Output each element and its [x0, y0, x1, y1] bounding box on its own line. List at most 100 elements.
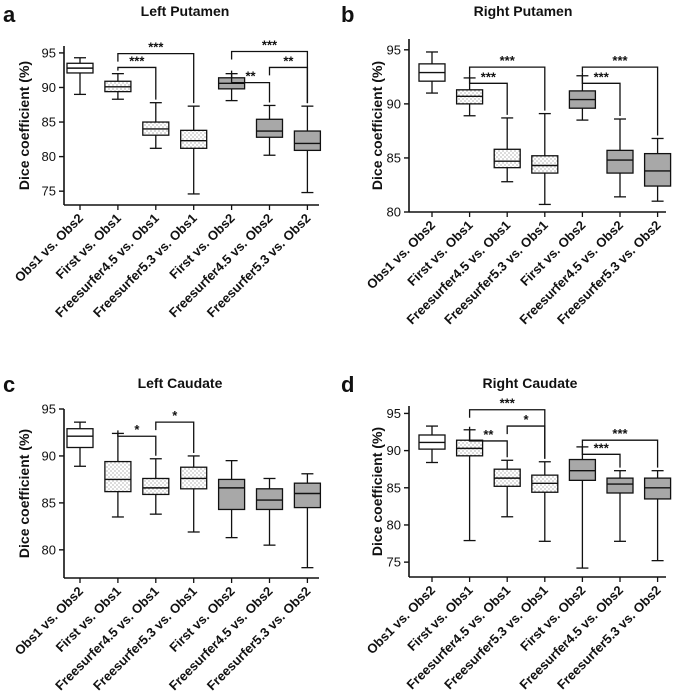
panel-letter: b — [341, 2, 354, 27]
bracket-line — [468, 426, 508, 458]
panel-letter: a — [3, 2, 16, 27]
y-tick-label: 85 — [387, 480, 401, 495]
box-iqr — [293, 482, 322, 509]
y-axis-label: Dice coefficient (%) — [16, 429, 32, 558]
bracket-line — [230, 70, 271, 103]
box-iqr — [643, 477, 672, 500]
significance-bracket: * — [155, 408, 195, 453]
box-freesurfer4-5-vs-obs2 — [606, 470, 634, 582]
box-first-vs-obs2 — [568, 75, 597, 217]
category-label: First vs. Obs2 — [166, 211, 237, 282]
chart-title: Right Putamen — [474, 3, 573, 19]
y-tick-label: 95 — [42, 402, 56, 417]
significance-label: ** — [245, 69, 256, 84]
box-iqr — [66, 428, 94, 449]
box-iqr — [255, 488, 284, 511]
box-freesurfer4-5-vs-obs2 — [255, 477, 284, 583]
category-label: First vs. Obs1 — [53, 211, 124, 282]
category-label: First vs. Obs2 — [517, 218, 588, 289]
y-tick-label: 95 — [42, 45, 56, 60]
significance-bracket: *** — [468, 69, 508, 115]
bracket-line — [468, 66, 546, 111]
significance-bracket: *** — [117, 40, 195, 104]
panel-b: b Right Putamen Dice coefficient (%)80 85 90… — [341, 2, 672, 327]
box-iqr — [531, 155, 559, 174]
y-tick-label: 95 — [387, 406, 401, 421]
significance-label: ** — [283, 53, 294, 68]
y-tick-label: 80 — [387, 517, 401, 532]
y-tick-label: 85 — [42, 115, 56, 130]
significance-label: *** — [500, 396, 516, 411]
y-tick-label: 75 — [42, 184, 56, 199]
y-tick-label: 80 — [42, 542, 56, 557]
significance-label: *** — [129, 53, 145, 68]
significance-label: * — [523, 412, 529, 427]
box-iqr — [142, 477, 170, 496]
box-iqr — [606, 149, 634, 174]
y-tick-label: 90 — [42, 448, 56, 463]
significance-label: * — [134, 422, 140, 437]
significance-label: ** — [483, 427, 494, 442]
significance-label: *** — [594, 69, 610, 84]
box-first-vs-obs2 — [217, 459, 246, 583]
significance-bracket: ** — [468, 426, 508, 458]
box-freesurfer5-3-vs-obs1 — [180, 105, 208, 210]
box-freesurfer4-5-vs-obs1 — [493, 117, 521, 217]
box-first-vs-obs1 — [455, 77, 484, 217]
category-label: First vs. Obs1 — [404, 583, 475, 654]
chart-title: Left Putamen — [141, 3, 230, 19]
chart-title: Left Caudate — [138, 375, 223, 391]
box-freesurfer5-3-vs-obs1 — [531, 461, 559, 582]
significance-label: * — [172, 408, 178, 423]
bracket-line — [155, 421, 195, 453]
significance-label: *** — [612, 426, 628, 441]
panel-a: a Left Putamen Dice coefficient (%) 75 80 85 9… — [3, 2, 322, 320]
y-axis-label: Dice coefficient (%) — [16, 61, 32, 190]
significance-label: *** — [148, 40, 164, 55]
box-freesurfer5-3-vs-obs2 — [293, 105, 322, 210]
bracket-line — [581, 439, 659, 468]
box-iqr — [568, 458, 597, 481]
y-axis-label: Dice coefficient (%) — [369, 61, 385, 190]
significance-bracket: *** — [581, 69, 621, 117]
bracket-line — [117, 52, 195, 104]
bracket-line — [468, 74, 508, 115]
significance-label: *** — [262, 38, 278, 53]
box-first-vs-obs2 — [568, 446, 597, 582]
y-tick-label: 80 — [42, 149, 56, 164]
significance-bracket: *** — [117, 53, 157, 100]
significance-label: *** — [594, 440, 610, 455]
y-tick-label: 85 — [387, 150, 401, 165]
box-first-vs-obs2 — [217, 73, 246, 210]
significance-bracket: *** — [581, 440, 621, 468]
box-iqr — [180, 129, 208, 149]
chart-title: Right Caudate — [483, 375, 578, 391]
box-first-vs-obs1 — [455, 429, 484, 582]
bracket-line — [581, 443, 621, 468]
box-freesurfer5-3-vs-obs1 — [531, 112, 559, 217]
panel-c: c Left Caudate Dice coefficient (%) 80 85 90 9… — [3, 372, 322, 693]
bracket-line — [581, 66, 659, 136]
box-freesurfer5-3-vs-obs2 — [643, 137, 672, 217]
box-first-vs-obs1 — [104, 73, 132, 210]
y-tick-label: 95 — [387, 42, 401, 57]
bracket-line — [117, 66, 157, 100]
panel-letter: d — [341, 372, 354, 397]
box-freesurfer4-5-vs-obs1 — [142, 458, 170, 583]
significance-bracket: ** — [268, 53, 309, 104]
significance-bracket: * — [506, 412, 546, 459]
box-freesurfer4-5-vs-obs2 — [255, 104, 284, 210]
y-tick-label: 75 — [387, 555, 401, 570]
box-iqr — [643, 152, 672, 187]
box-freesurfer4-5-vs-obs1 — [493, 459, 521, 582]
box-iqr — [104, 460, 132, 493]
significance-label: *** — [500, 53, 516, 68]
y-tick-label: 80 — [387, 205, 401, 220]
panel-d: d Right Caudate Dice coefficient (%)75 80 85… — [341, 372, 672, 692]
box-first-vs-obs1 — [104, 432, 132, 583]
box-freesurfer5-3-vs-obs2 — [643, 470, 672, 582]
box-obs1-vs-obs2 — [66, 421, 94, 583]
box-iqr — [606, 477, 634, 494]
box-obs1-vs-obs2 — [66, 57, 94, 210]
